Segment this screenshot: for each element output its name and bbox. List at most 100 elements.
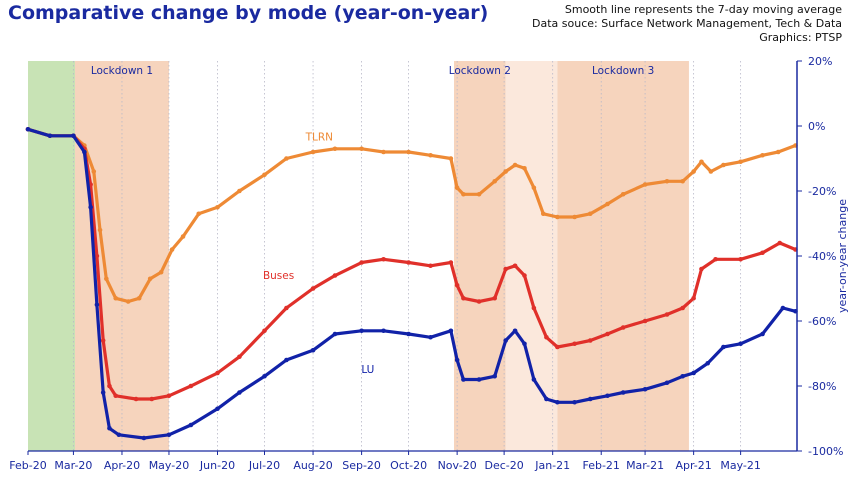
- series-tlrn-point-14: [196, 211, 202, 217]
- series-buses-point-45: [760, 250, 765, 256]
- series-tlrn-point-9: [136, 295, 142, 301]
- series-lu-point-18: [359, 328, 364, 334]
- series-tlrn-point-45: [708, 169, 714, 174]
- series-tlrn-point-4: [91, 169, 97, 174]
- series-lu-point-17: [332, 331, 338, 337]
- series-buses-point-8: [113, 393, 119, 399]
- series-tlrn-point-12: [169, 247, 175, 252]
- series-buses-point-38: [642, 318, 648, 324]
- series-lu-point-16: [310, 347, 316, 353]
- series-tlrn-point-43: [691, 169, 696, 174]
- series-lu-point-3: [82, 149, 87, 155]
- shaded-period-2: [454, 61, 506, 451]
- series-tlrn-point-11: [158, 269, 164, 275]
- series-tlrn-point-25: [448, 156, 454, 161]
- series-lu-point-37: [642, 386, 648, 392]
- x-tick-label-7: Sep-20: [342, 459, 381, 472]
- series-buses-point-44: [738, 256, 743, 262]
- series-lu-point-28: [512, 328, 518, 334]
- series-lu-point-43: [738, 341, 743, 347]
- series-buses-point-32: [544, 334, 549, 340]
- x-tick-label-3: May-20: [149, 459, 190, 472]
- series-buses-point-23: [448, 260, 454, 265]
- x-tick-label-11: Jan-21: [534, 459, 570, 472]
- series-buses-point-31: [531, 305, 537, 311]
- series-tlrn-point-29: [492, 178, 498, 184]
- period-label-4: Lockdown 3: [592, 65, 654, 77]
- series-tlrn-point-48: [760, 152, 765, 158]
- series-lu-point-26: [492, 373, 498, 379]
- series-lu-point-36: [620, 390, 626, 395]
- x-tick-label-15: May-21: [720, 459, 761, 472]
- series-tlrn-point-26: [454, 185, 460, 191]
- series-buses-point-30: [522, 273, 527, 278]
- x-tick-label-8: Oct-20: [390, 459, 427, 472]
- series-buses-point-16: [284, 305, 289, 311]
- series-tlrn-point-5: [97, 227, 103, 233]
- y-tick-label-2: -20%: [808, 185, 836, 198]
- series-label-buses: Buses: [263, 270, 294, 282]
- series-buses-point-41: [691, 295, 696, 301]
- series-lu-point-32: [555, 399, 560, 405]
- series-buses-point-9: [133, 396, 139, 402]
- series-tlrn-point-42: [680, 178, 685, 184]
- series-lu-point-5: [94, 302, 100, 308]
- series-lu-point-33: [572, 399, 577, 405]
- series-tlrn-point-8: [125, 299, 131, 304]
- series-tlrn-point-36: [572, 214, 577, 220]
- series-lu-point-7: [107, 425, 112, 431]
- series-buses-point-17: [310, 286, 316, 291]
- series-buses-point-25: [461, 295, 466, 301]
- series-lu-point-27: [503, 338, 508, 343]
- series-tlrn-point-10: [147, 276, 153, 282]
- series-lu-point-38: [664, 380, 670, 386]
- series-lu-point-25: [476, 377, 482, 382]
- series-lu-point-39: [680, 373, 685, 379]
- series-lu-point-34: [587, 396, 593, 402]
- series-lu-point-24: [461, 377, 466, 382]
- series-tlrn-point-22: [381, 149, 386, 155]
- series-tlrn-point-38: [605, 201, 610, 207]
- series-lu-point-45: [780, 305, 786, 311]
- series-lu-point-6: [100, 390, 106, 395]
- series-lu-point-15: [284, 357, 289, 363]
- series-tlrn-point-44: [699, 159, 704, 165]
- x-tick-label-9: Nov-20: [438, 459, 477, 472]
- series-buses-point-11: [166, 393, 172, 399]
- series-tlrn-point-17: [262, 172, 267, 178]
- series-tlrn-point-37: [587, 211, 593, 217]
- x-tick-label-13: Mar-21: [626, 459, 664, 472]
- series-lu-point-41: [705, 360, 711, 366]
- series-tlrn-point-49: [775, 149, 781, 155]
- y-tick-label-1: 0%: [808, 120, 825, 133]
- x-tick-label-12: Feb-21: [582, 459, 619, 472]
- series-lu-point-44: [760, 331, 765, 337]
- x-tick-label-4: Jun-20: [199, 459, 235, 472]
- series-tlrn-point-27: [461, 191, 466, 197]
- series-tlrn-point-6: [104, 276, 109, 282]
- series-tlrn-point-21: [359, 146, 364, 152]
- series-tlrn-point-19: [310, 149, 316, 155]
- period-label-2: Lockdown 2: [449, 65, 511, 77]
- series-tlrn-point-34: [540, 211, 546, 217]
- series-buses-point-5: [94, 253, 100, 259]
- series-buses-point-40: [680, 305, 685, 311]
- series-lu-point-10: [166, 432, 172, 438]
- series-buses-point-21: [406, 260, 411, 265]
- series-buses-point-26: [476, 299, 482, 304]
- period-label-1: Lockdown 1: [91, 65, 153, 77]
- series-lu-point-8: [116, 432, 122, 438]
- series-lu-point-22: [448, 328, 454, 334]
- series-buses-point-14: [237, 354, 242, 360]
- series-buses-point-12: [188, 383, 194, 389]
- y-axis-title: year-on-year change: [836, 199, 849, 313]
- series-lu-point-42: [721, 344, 726, 350]
- series-buses-point-34: [572, 341, 577, 347]
- shaded-period-3: [505, 61, 558, 451]
- series-lu-point-2: [71, 133, 76, 139]
- series-buses-point-37: [620, 325, 626, 330]
- chart-notes: Smooth line represents the 7-day moving …: [532, 3, 842, 45]
- series-buses-point-20: [381, 256, 386, 262]
- series-buses-point-22: [428, 263, 433, 269]
- series-tlrn-point-16: [237, 188, 242, 194]
